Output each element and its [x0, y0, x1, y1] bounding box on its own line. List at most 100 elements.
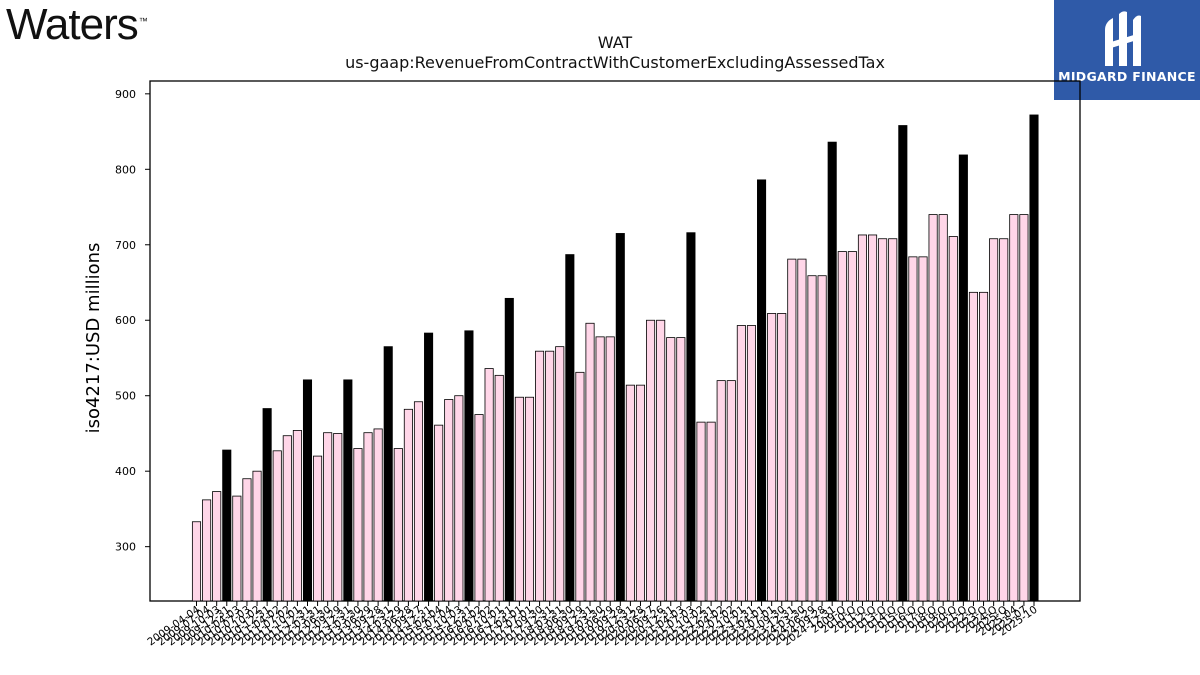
quarter-bar: [857, 234, 868, 602]
quarter-bar: [444, 399, 454, 602]
quarter-bar: [373, 428, 383, 602]
quarter-bar: [323, 432, 333, 602]
annual-bar: [958, 154, 968, 602]
quarter-bar: [353, 448, 363, 602]
quarter-bar: [716, 380, 726, 602]
quarter-bar: [989, 238, 999, 602]
quarter-bar: [313, 455, 323, 602]
quarter-bar: [878, 238, 888, 602]
quarter-bar: [847, 251, 857, 602]
y-tick-label: 300: [115, 541, 136, 554]
quarter-bar: [807, 275, 817, 602]
annual-bar: [757, 179, 767, 602]
y-tick-label: 900: [115, 88, 136, 101]
annual-bar: [504, 297, 514, 602]
quarter-bar: [212, 491, 222, 602]
annual-bar: [1029, 114, 1039, 602]
quarter-bar: [736, 325, 746, 602]
quarter-bar: [333, 433, 343, 602]
quarter-bar: [555, 346, 565, 602]
quarter-bar: [706, 421, 716, 602]
quarter-bar: [454, 395, 464, 602]
quarter-bar: [484, 368, 494, 602]
annual-bar: [565, 254, 575, 602]
y-tick-label: 600: [115, 314, 136, 327]
annual-bar: [424, 332, 434, 602]
quarter-bar: [585, 322, 595, 602]
midgard-logo-icon: [1105, 11, 1141, 67]
quarter-bar: [413, 401, 424, 602]
y-tick-label: 500: [115, 390, 136, 403]
plot-frame: [149, 80, 1081, 602]
annual-bar: [343, 379, 353, 602]
quarter-bar: [918, 256, 928, 602]
quarter-bar: [797, 258, 807, 602]
quarter-bar: [635, 384, 646, 602]
quarter-bar: [524, 396, 535, 602]
quarter-bar: [746, 325, 757, 602]
quarter-bar: [817, 275, 827, 602]
quarter-bar: [191, 521, 202, 602]
quarter-bar: [666, 337, 676, 602]
quarter-bar: [595, 336, 605, 602]
quarter-bar: [545, 350, 555, 602]
quarter-bar: [968, 291, 978, 602]
quarter-bar: [767, 313, 777, 602]
brand-name: MIDGARD FINANCE: [1058, 69, 1196, 84]
quarter-bar: [403, 408, 413, 602]
quarter-bar: [676, 337, 686, 602]
quarter-bar: [656, 319, 666, 602]
annual-bar: [464, 330, 474, 602]
annual-bar: [615, 233, 625, 602]
quarter-bar: [837, 251, 847, 602]
quarter-bar: [494, 374, 504, 602]
quarter-bar: [948, 236, 958, 602]
quarter-bar: [282, 435, 292, 602]
quarter-bar: [908, 256, 918, 602]
quarter-bar: [646, 319, 656, 602]
chart-subtitle: us-gaap:RevenueFromContractWithCustomerE…: [345, 53, 885, 72]
chart-title: WAT: [597, 33, 633, 52]
quarter-bar: [393, 448, 403, 602]
annual-bar: [222, 449, 232, 602]
y-tick-label: 700: [115, 239, 136, 252]
quarter-bar: [928, 214, 938, 602]
quarter-bar: [605, 336, 615, 602]
quarter-bar: [979, 291, 989, 602]
y-axis-label: iso4217:USD millions: [83, 243, 104, 434]
quarter-bar: [202, 499, 212, 602]
quarter-bar: [868, 234, 878, 602]
annual-bar: [262, 408, 272, 602]
quarter-bar: [434, 424, 444, 602]
quarter-bar: [242, 478, 252, 602]
quarter-bar: [232, 495, 242, 602]
annual-bar: [686, 232, 696, 602]
quarter-bar: [1009, 214, 1019, 602]
quarter-bar: [726, 380, 736, 602]
quarter-bar: [1019, 214, 1029, 602]
quarter-bar: [272, 450, 282, 602]
quarter-bar: [777, 313, 787, 602]
quarter-bar: [535, 350, 545, 602]
quarter-bar: [363, 432, 373, 602]
quarter-bar: [514, 396, 524, 602]
quarter-bar: [696, 421, 706, 602]
quarter-bar: [252, 470, 262, 602]
y-tick-label: 400: [115, 465, 136, 478]
quarter-bar: [888, 238, 898, 602]
annual-bar: [302, 379, 313, 602]
quarter-bar: [625, 384, 635, 602]
quarter-bar: [999, 238, 1009, 602]
annual-bar: [383, 346, 393, 602]
quarter-bar: [575, 371, 585, 602]
quarter-bar: [938, 214, 948, 602]
y-tick-label: 800: [115, 163, 136, 176]
annual-bar: [898, 125, 908, 602]
quarter-bar: [787, 258, 797, 602]
midgard-finance-badge: MIDGARD FINANCE: [1054, 0, 1200, 100]
quarter-bar: [474, 414, 484, 602]
annual-bar: [827, 141, 837, 602]
quarter-bar: [292, 430, 302, 602]
waters-logo: Waters™: [6, 0, 148, 49]
